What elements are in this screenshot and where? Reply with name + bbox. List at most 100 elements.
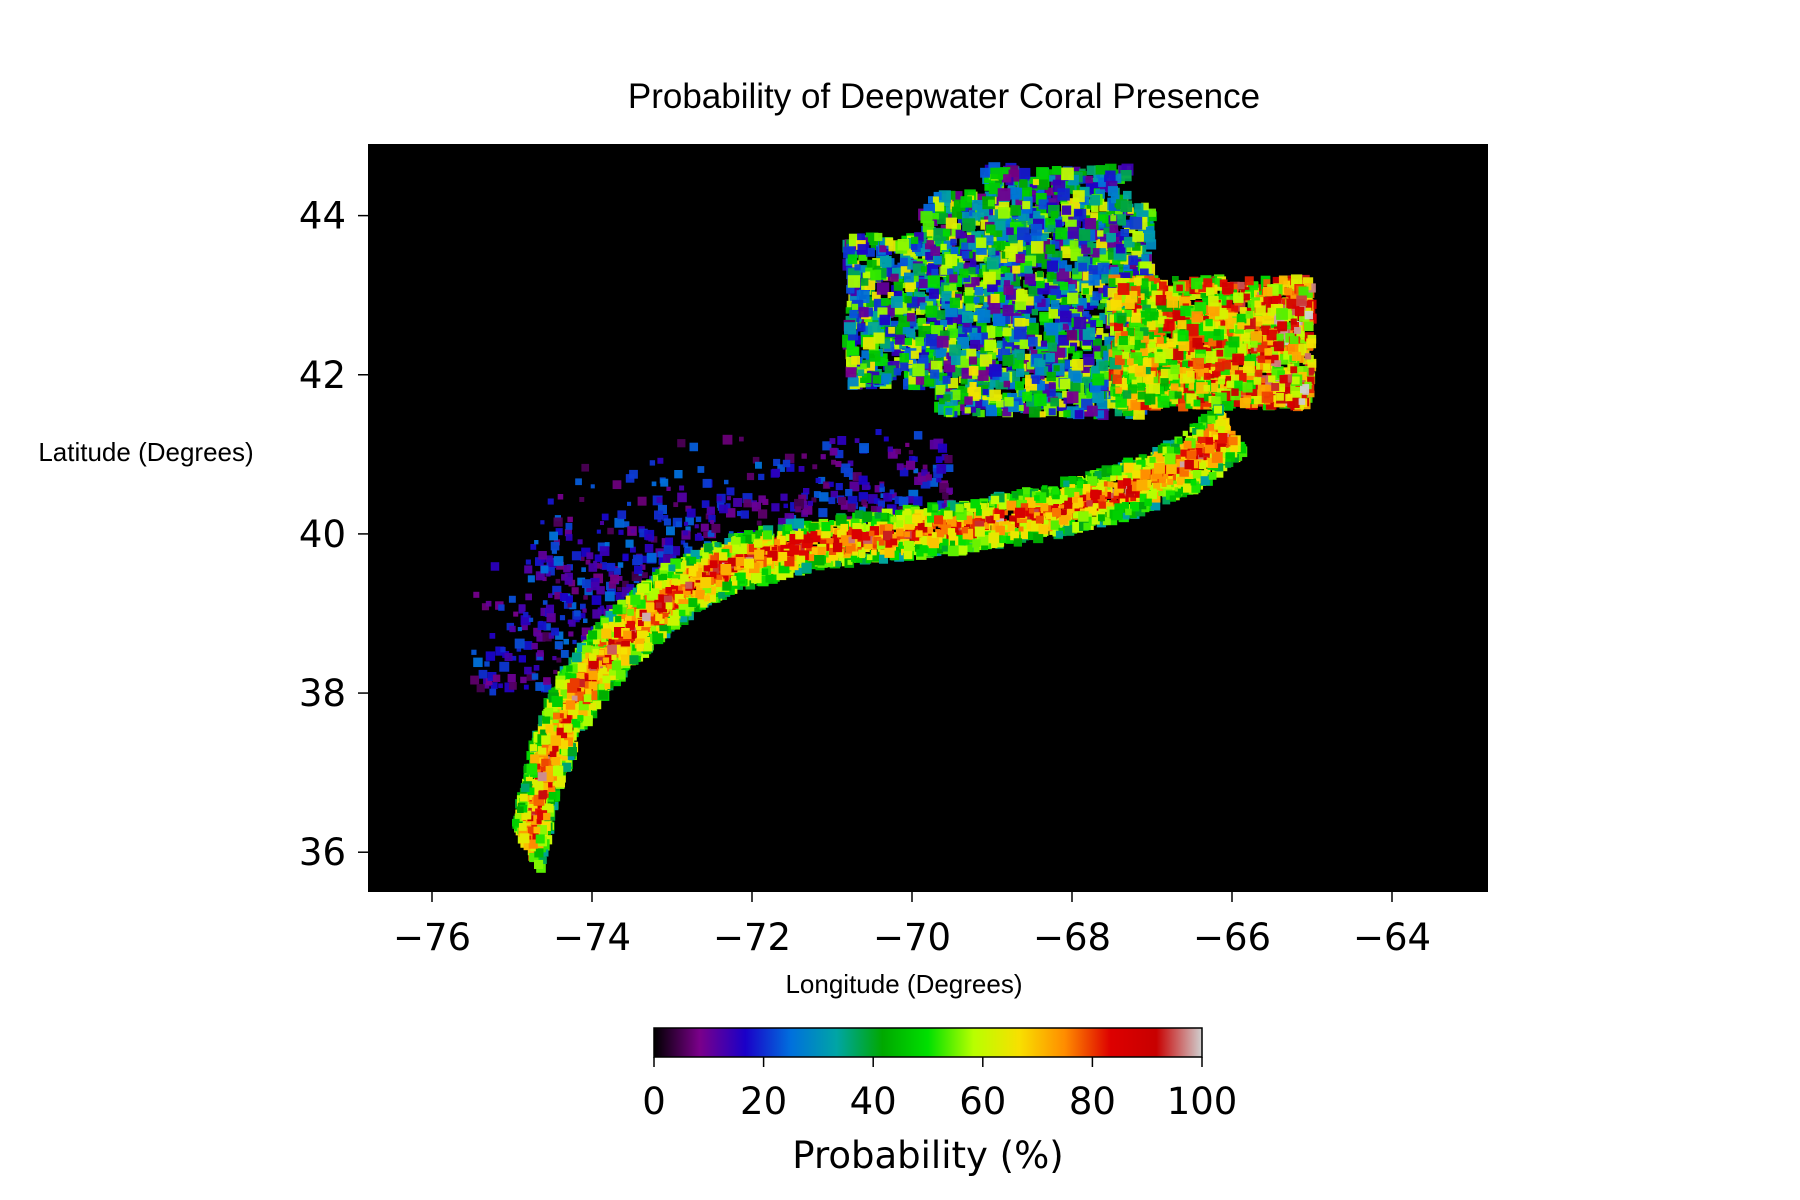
heat-cell xyxy=(905,328,916,338)
heat-cell xyxy=(1212,339,1223,349)
heat-cell xyxy=(1141,254,1150,263)
heat-cell xyxy=(927,275,940,288)
heat-cell xyxy=(1218,371,1226,379)
heat-cell xyxy=(982,400,989,407)
heat-cell xyxy=(1151,331,1164,344)
heat-cell xyxy=(1114,214,1127,226)
heat-cell xyxy=(880,255,892,268)
heat-cell xyxy=(1206,287,1215,296)
heatmap-layer xyxy=(470,162,1317,873)
heat-cell xyxy=(889,489,895,495)
heat-cell xyxy=(947,322,957,332)
heat-cell xyxy=(1226,308,1235,316)
heat-cell xyxy=(470,675,480,685)
heat-cell xyxy=(911,236,919,244)
heat-cell xyxy=(1144,393,1156,405)
heat-cell xyxy=(484,661,490,667)
heat-cell xyxy=(915,376,925,385)
heat-cell xyxy=(1066,330,1078,341)
heat-cell xyxy=(580,603,586,610)
heat-cell xyxy=(1028,285,1039,297)
heat-cell xyxy=(1284,287,1292,296)
heat-cell xyxy=(541,558,546,563)
heat-cell xyxy=(969,406,977,413)
heat-cell xyxy=(1209,382,1219,393)
heat-cell xyxy=(1140,348,1148,357)
heat-cell xyxy=(1147,343,1157,353)
heat-cell xyxy=(940,243,947,251)
heat-cell xyxy=(1058,408,1068,418)
heat-cell xyxy=(984,339,997,352)
heat-cell xyxy=(852,472,862,482)
heat-cell xyxy=(1104,170,1116,183)
heat-cell xyxy=(975,364,986,375)
heat-cell xyxy=(868,494,878,504)
heat-cell xyxy=(1231,304,1239,312)
heat-cell xyxy=(707,530,715,537)
heat-cell xyxy=(1002,297,1015,310)
heat-cell xyxy=(890,296,903,308)
heat-cell xyxy=(1298,398,1306,405)
heat-cell xyxy=(920,334,928,342)
heat-cell xyxy=(960,377,968,385)
heat-cell xyxy=(1270,354,1279,364)
heat-cell xyxy=(694,524,699,529)
heat-cell xyxy=(537,650,544,657)
heat-cell xyxy=(943,360,956,373)
heat-cell xyxy=(999,372,1010,383)
heat-cell xyxy=(1270,320,1279,330)
heat-cell xyxy=(845,366,857,378)
heat-cell xyxy=(1290,322,1300,331)
heat-cell xyxy=(1127,358,1134,366)
heat-cell xyxy=(726,487,735,496)
heat-cell xyxy=(1038,359,1046,368)
heat-cell xyxy=(1037,282,1050,295)
heat-cell xyxy=(1083,314,1092,322)
heat-cell xyxy=(1267,341,1277,351)
heat-cell xyxy=(657,551,664,558)
heat-cell xyxy=(1254,300,1262,308)
heat-cell xyxy=(507,674,516,683)
heat-cell xyxy=(1261,325,1271,335)
heat-cell xyxy=(1115,277,1123,285)
heat-cell xyxy=(1099,312,1111,324)
heat-cell xyxy=(518,604,526,611)
heat-cell xyxy=(925,531,934,540)
heat-cell xyxy=(930,360,943,373)
heat-cell xyxy=(568,631,574,637)
heat-cell xyxy=(1043,318,1054,328)
heat-cell xyxy=(1304,353,1312,360)
heat-cell xyxy=(1050,397,1060,407)
heat-cell xyxy=(1031,194,1040,203)
heat-cell xyxy=(1034,393,1047,407)
heat-cell xyxy=(917,317,927,327)
heat-cell xyxy=(936,369,945,377)
heat-cell xyxy=(586,552,594,560)
heat-cell xyxy=(889,320,901,332)
heat-cell xyxy=(590,484,595,489)
heat-cell xyxy=(906,296,918,308)
heat-cell xyxy=(1183,355,1192,364)
heat-cell xyxy=(908,455,916,463)
heat-cell xyxy=(1006,227,1014,235)
heat-cell xyxy=(996,228,1009,241)
heat-cell xyxy=(617,587,622,592)
heat-cell xyxy=(1191,277,1203,290)
heat-cell xyxy=(973,296,980,303)
heat-cell xyxy=(677,492,687,503)
heat-cell xyxy=(654,510,664,520)
heat-cell xyxy=(950,247,959,255)
heat-cell xyxy=(1139,327,1149,336)
heat-cell xyxy=(600,521,605,526)
heat-cell xyxy=(1066,185,1075,194)
heat-cell xyxy=(1267,307,1276,316)
heat-cell xyxy=(1012,357,1024,370)
heat-cell xyxy=(535,682,545,691)
heat-cell xyxy=(1104,371,1113,380)
heat-cell xyxy=(612,480,622,490)
heat-cell xyxy=(683,542,689,548)
heat-cell xyxy=(710,520,715,525)
heat-cell xyxy=(1062,215,1069,222)
heat-cell xyxy=(585,559,591,565)
heat-cell xyxy=(1053,346,1066,358)
